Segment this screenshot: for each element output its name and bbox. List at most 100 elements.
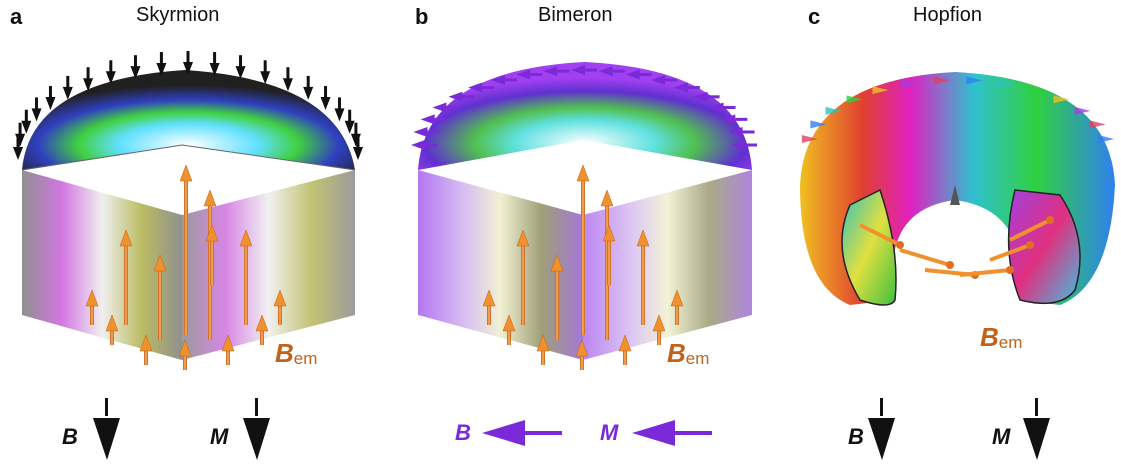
bem-arrow-a: [239, 229, 253, 325]
spin-arrow-color: [872, 86, 889, 95]
spin-arrow-purple: [432, 102, 459, 113]
spin-arrow-color: [1074, 106, 1091, 115]
spin-arrow-purple: [411, 140, 437, 150]
panel-c-title: Hopfion: [913, 4, 982, 26]
bem-arrow-b: [618, 334, 632, 365]
panel-a-title: Skyrmion: [136, 4, 220, 26]
bem-arrow-c: [959, 266, 1014, 277]
spin-arrow-purple: [543, 66, 570, 77]
bem-arrow-b: [652, 314, 666, 345]
spin-arrow-dark: [31, 97, 42, 122]
bem-arrow-a: [85, 289, 99, 325]
legend-m-label-c: M: [992, 424, 1011, 449]
bem-arrow-b: [536, 334, 550, 365]
bimeron-illustration: [411, 62, 757, 370]
bem-arrow-c: [989, 241, 1034, 262]
bem-arrow-c: [859, 223, 904, 249]
bem-arrow-a: [178, 339, 192, 370]
spin-arrow-purple: [721, 114, 748, 125]
spin-arrow-dark: [130, 55, 141, 80]
spin-arrow-color: [810, 120, 827, 129]
bem-arrow-b: [482, 289, 496, 325]
legend-b-label-b: B: [455, 420, 471, 445]
spin-arrow-purple: [728, 126, 755, 137]
spin-arrow-color: [998, 79, 1015, 88]
bem-label-a: Bem: [275, 338, 318, 368]
bem-arrow-b: [516, 229, 530, 325]
spin-arrow-purple: [491, 75, 517, 86]
spin-arrow-dark: [62, 75, 73, 100]
bem-arrow-b: [576, 164, 590, 335]
spin-arrow-color: [825, 106, 842, 115]
legend-b-arrow-b: [482, 420, 562, 446]
spin-arrow-dark: [209, 52, 220, 77]
legend-b-label-c: B: [848, 424, 864, 449]
spin-arrow-dark: [260, 60, 271, 85]
spin-arrow-color: [846, 95, 863, 104]
bem-label-b: Bem: [667, 338, 710, 368]
spin-arrow-dark: [105, 60, 116, 85]
spin-arrow-dark: [183, 51, 193, 75]
hopfion-illustration: [800, 72, 1115, 306]
bem-arrow-a: [119, 229, 133, 325]
spin-arrow-dark: [45, 86, 56, 111]
spin-arrow-dark: [334, 97, 345, 122]
spin-arrow-dark: [13, 136, 23, 160]
legend-b-arrow-a: [93, 398, 120, 460]
bem-arrow-a: [273, 289, 287, 325]
bem-arrow-b: [550, 254, 564, 340]
bem-label-c: Bem: [980, 322, 1023, 352]
legend-m-label-b: M: [600, 420, 619, 445]
bem-arrow-a: [221, 334, 235, 365]
spin-arrow-purple: [651, 75, 677, 86]
legend-b-label-a: B: [62, 424, 78, 449]
spin-arrow-dark: [21, 109, 32, 134]
spin-arrow-dark: [353, 136, 363, 160]
legend-m-arrow-c: [1023, 398, 1050, 460]
spin-arrow-dark: [303, 75, 314, 100]
spin-arrow-purple: [571, 65, 597, 75]
spin-arrow-color: [933, 76, 950, 85]
panel-b-letter: b: [415, 4, 429, 29]
bem-arrow-a: [153, 254, 167, 340]
spin-arrow-purple: [420, 114, 447, 125]
spin-arrow-color: [901, 79, 918, 88]
skyrmion-illustration: [13, 51, 363, 370]
spin-arrow-color: [1089, 120, 1106, 129]
spin-arrow-color: [966, 76, 983, 85]
spin-arrow-purple: [709, 102, 736, 113]
spin-arrow-dark: [320, 86, 331, 111]
panel-b-title: Bimeron: [538, 4, 613, 26]
bem-arrow-a: [139, 334, 153, 365]
spin-arrow-purple: [516, 69, 543, 80]
bem-arrow-a: [205, 224, 219, 285]
bem-arrow-a: [255, 314, 269, 345]
bem-arrow-b: [602, 224, 616, 285]
spin-arrow-purple: [693, 91, 720, 102]
legend-m-arrow-b: [632, 420, 712, 446]
bem-arrow-b: [636, 229, 650, 325]
spin-arrow-dark: [156, 52, 167, 77]
bem-arrow-b: [575, 339, 589, 370]
spin-arrow-color: [1027, 86, 1044, 95]
bem-arrow-a: [179, 164, 193, 335]
spin-arrow-purple: [598, 66, 625, 77]
legend-b-arrow-c: [868, 398, 895, 460]
spin-arrow-purple: [468, 82, 495, 93]
spin-arrow-purple: [731, 140, 757, 150]
spin-arrow-dark: [282, 67, 293, 92]
bem-arrow-b: [502, 314, 516, 345]
spin-arrow-purple: [625, 69, 652, 80]
spin-arrow-purple: [413, 126, 440, 137]
spin-arrow-purple: [448, 91, 475, 102]
panel-c-letter: c: [808, 4, 821, 29]
spin-arrow-dark: [83, 67, 94, 92]
legend-m-arrow-a: [243, 398, 270, 460]
bem-arrow-a: [105, 314, 119, 345]
legend-m-label-a: M: [210, 424, 229, 449]
spin-arrow-color: [1098, 135, 1115, 144]
spin-arrow-dark: [235, 55, 246, 80]
spin-arrow-color: [801, 135, 818, 144]
panel-a-letter: a: [10, 4, 23, 29]
